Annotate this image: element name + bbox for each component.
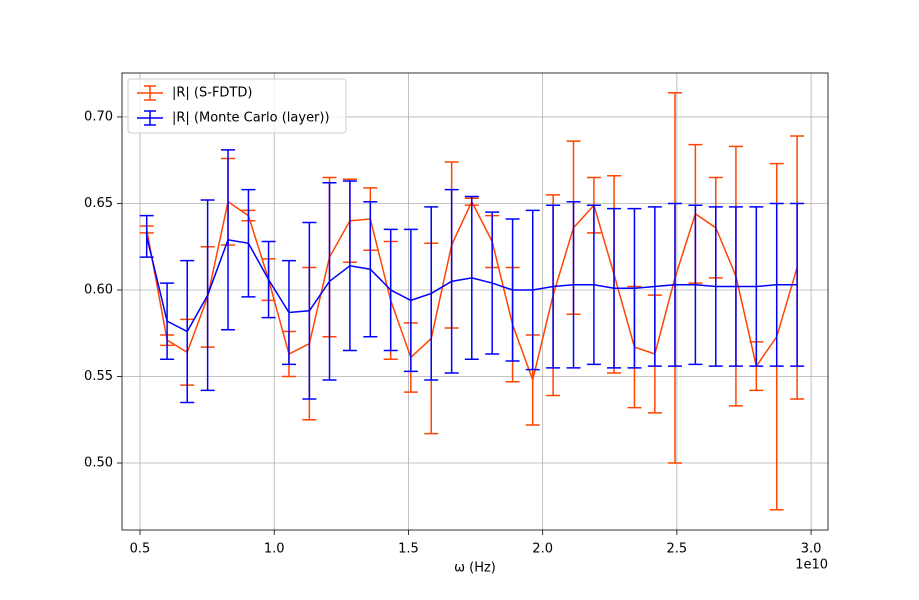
x-tick-label: 2.5 — [667, 542, 688, 557]
legend-label: |R| (Monte Carlo (layer)) — [172, 111, 330, 126]
plot-frame — [121, 72, 829, 531]
y-tick-label: 0.60 — [84, 282, 113, 297]
y-tick-label: 0.50 — [84, 456, 113, 471]
x-tick-label: 2.0 — [532, 542, 553, 557]
x-tick-label: 3.0 — [801, 542, 822, 557]
series-line — [145, 236, 798, 333]
y-tick-label: 0.65 — [84, 196, 113, 211]
x-tick-label: 1.0 — [264, 542, 285, 557]
x-tick-label: 0.5 — [130, 542, 151, 557]
legend: |R| (S-FDTD) |R| (Monte Carlo (layer)) — [127, 78, 347, 134]
y-tick-label: 0.70 — [84, 109, 113, 124]
legend-label: |R| (S-FDTD) — [172, 86, 252, 101]
legend-swatch — [137, 85, 163, 101]
x-offset-label: 1e10 — [795, 558, 828, 573]
x-tick-label: 1.5 — [398, 542, 419, 557]
y-tick-label: 0.55 — [84, 369, 113, 384]
legend-box — [127, 78, 347, 134]
legend-swatch — [137, 110, 163, 126]
x-axis-label: ω (Hz) — [454, 561, 496, 576]
